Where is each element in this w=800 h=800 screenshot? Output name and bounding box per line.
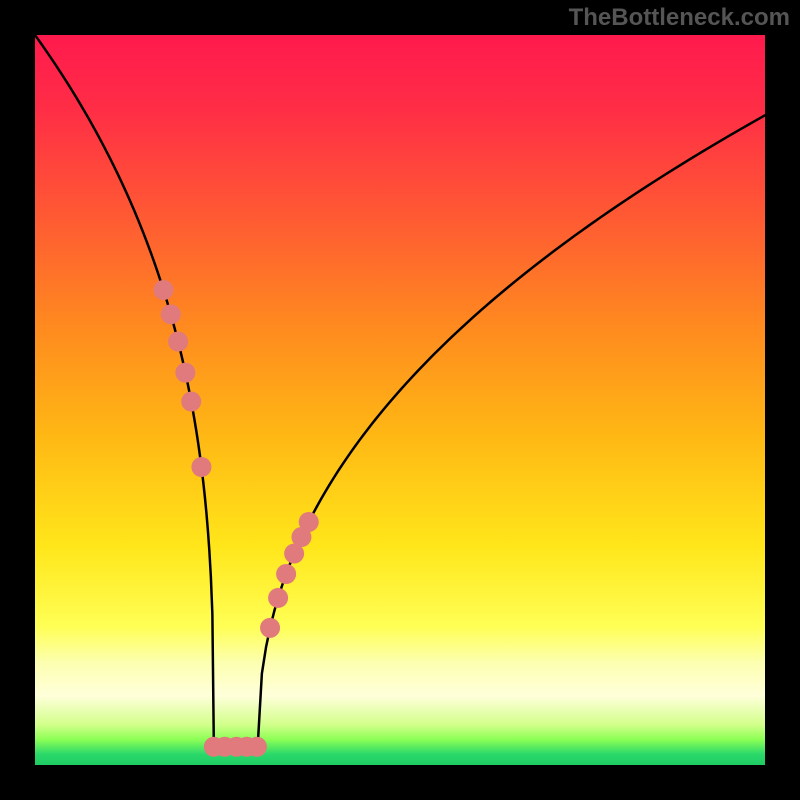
curve-marker <box>268 588 288 608</box>
curve-marker <box>247 737 267 757</box>
curve-marker <box>260 618 280 638</box>
bottleneck-chart <box>0 0 800 800</box>
curve-marker <box>175 363 195 383</box>
curve-marker <box>191 457 211 477</box>
curve-marker <box>161 304 181 324</box>
curve-marker <box>168 332 188 352</box>
chart-gradient-bg <box>35 35 765 765</box>
watermark-text: TheBottleneck.com <box>569 4 790 32</box>
curve-marker <box>276 564 296 584</box>
curve-marker <box>299 512 319 532</box>
curve-marker <box>153 280 173 300</box>
curve-marker <box>181 392 201 412</box>
